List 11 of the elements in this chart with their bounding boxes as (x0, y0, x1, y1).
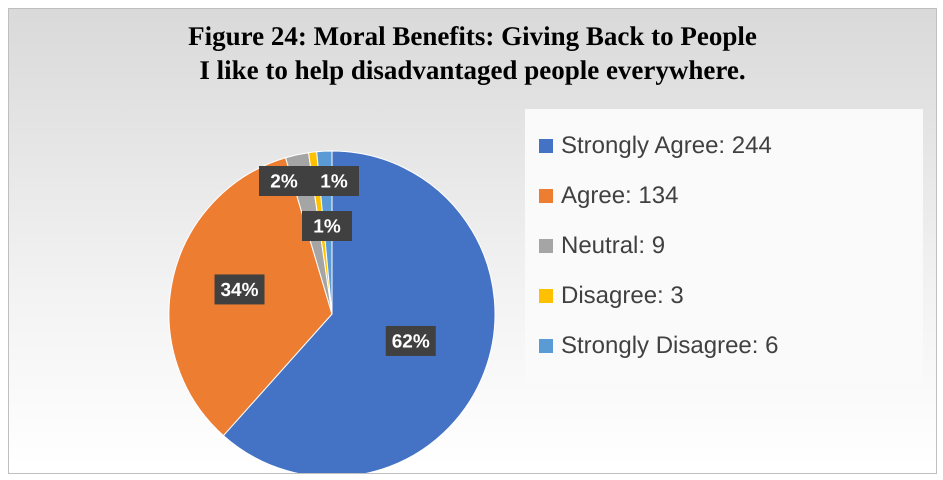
data-label: 1% (320, 172, 348, 193)
data-label: 34% (220, 280, 259, 302)
legend-label: Strongly Disagree: 6 (561, 332, 778, 360)
legend-label: Neutral: 9 (561, 232, 666, 260)
chart-title: Figure 24: Moral Benefits: Giving Back to People I like to help disadvantaged people everywhere. (187, 20, 758, 87)
legend-label: Agree: 134 (561, 182, 678, 210)
data-label: 2% (270, 172, 298, 193)
data-label: 62% (392, 332, 430, 353)
data-label: 1% (313, 216, 341, 238)
legend-label: Strongly Agree: 244 (561, 132, 772, 160)
legend-label: Disagree: 3 (561, 282, 684, 310)
